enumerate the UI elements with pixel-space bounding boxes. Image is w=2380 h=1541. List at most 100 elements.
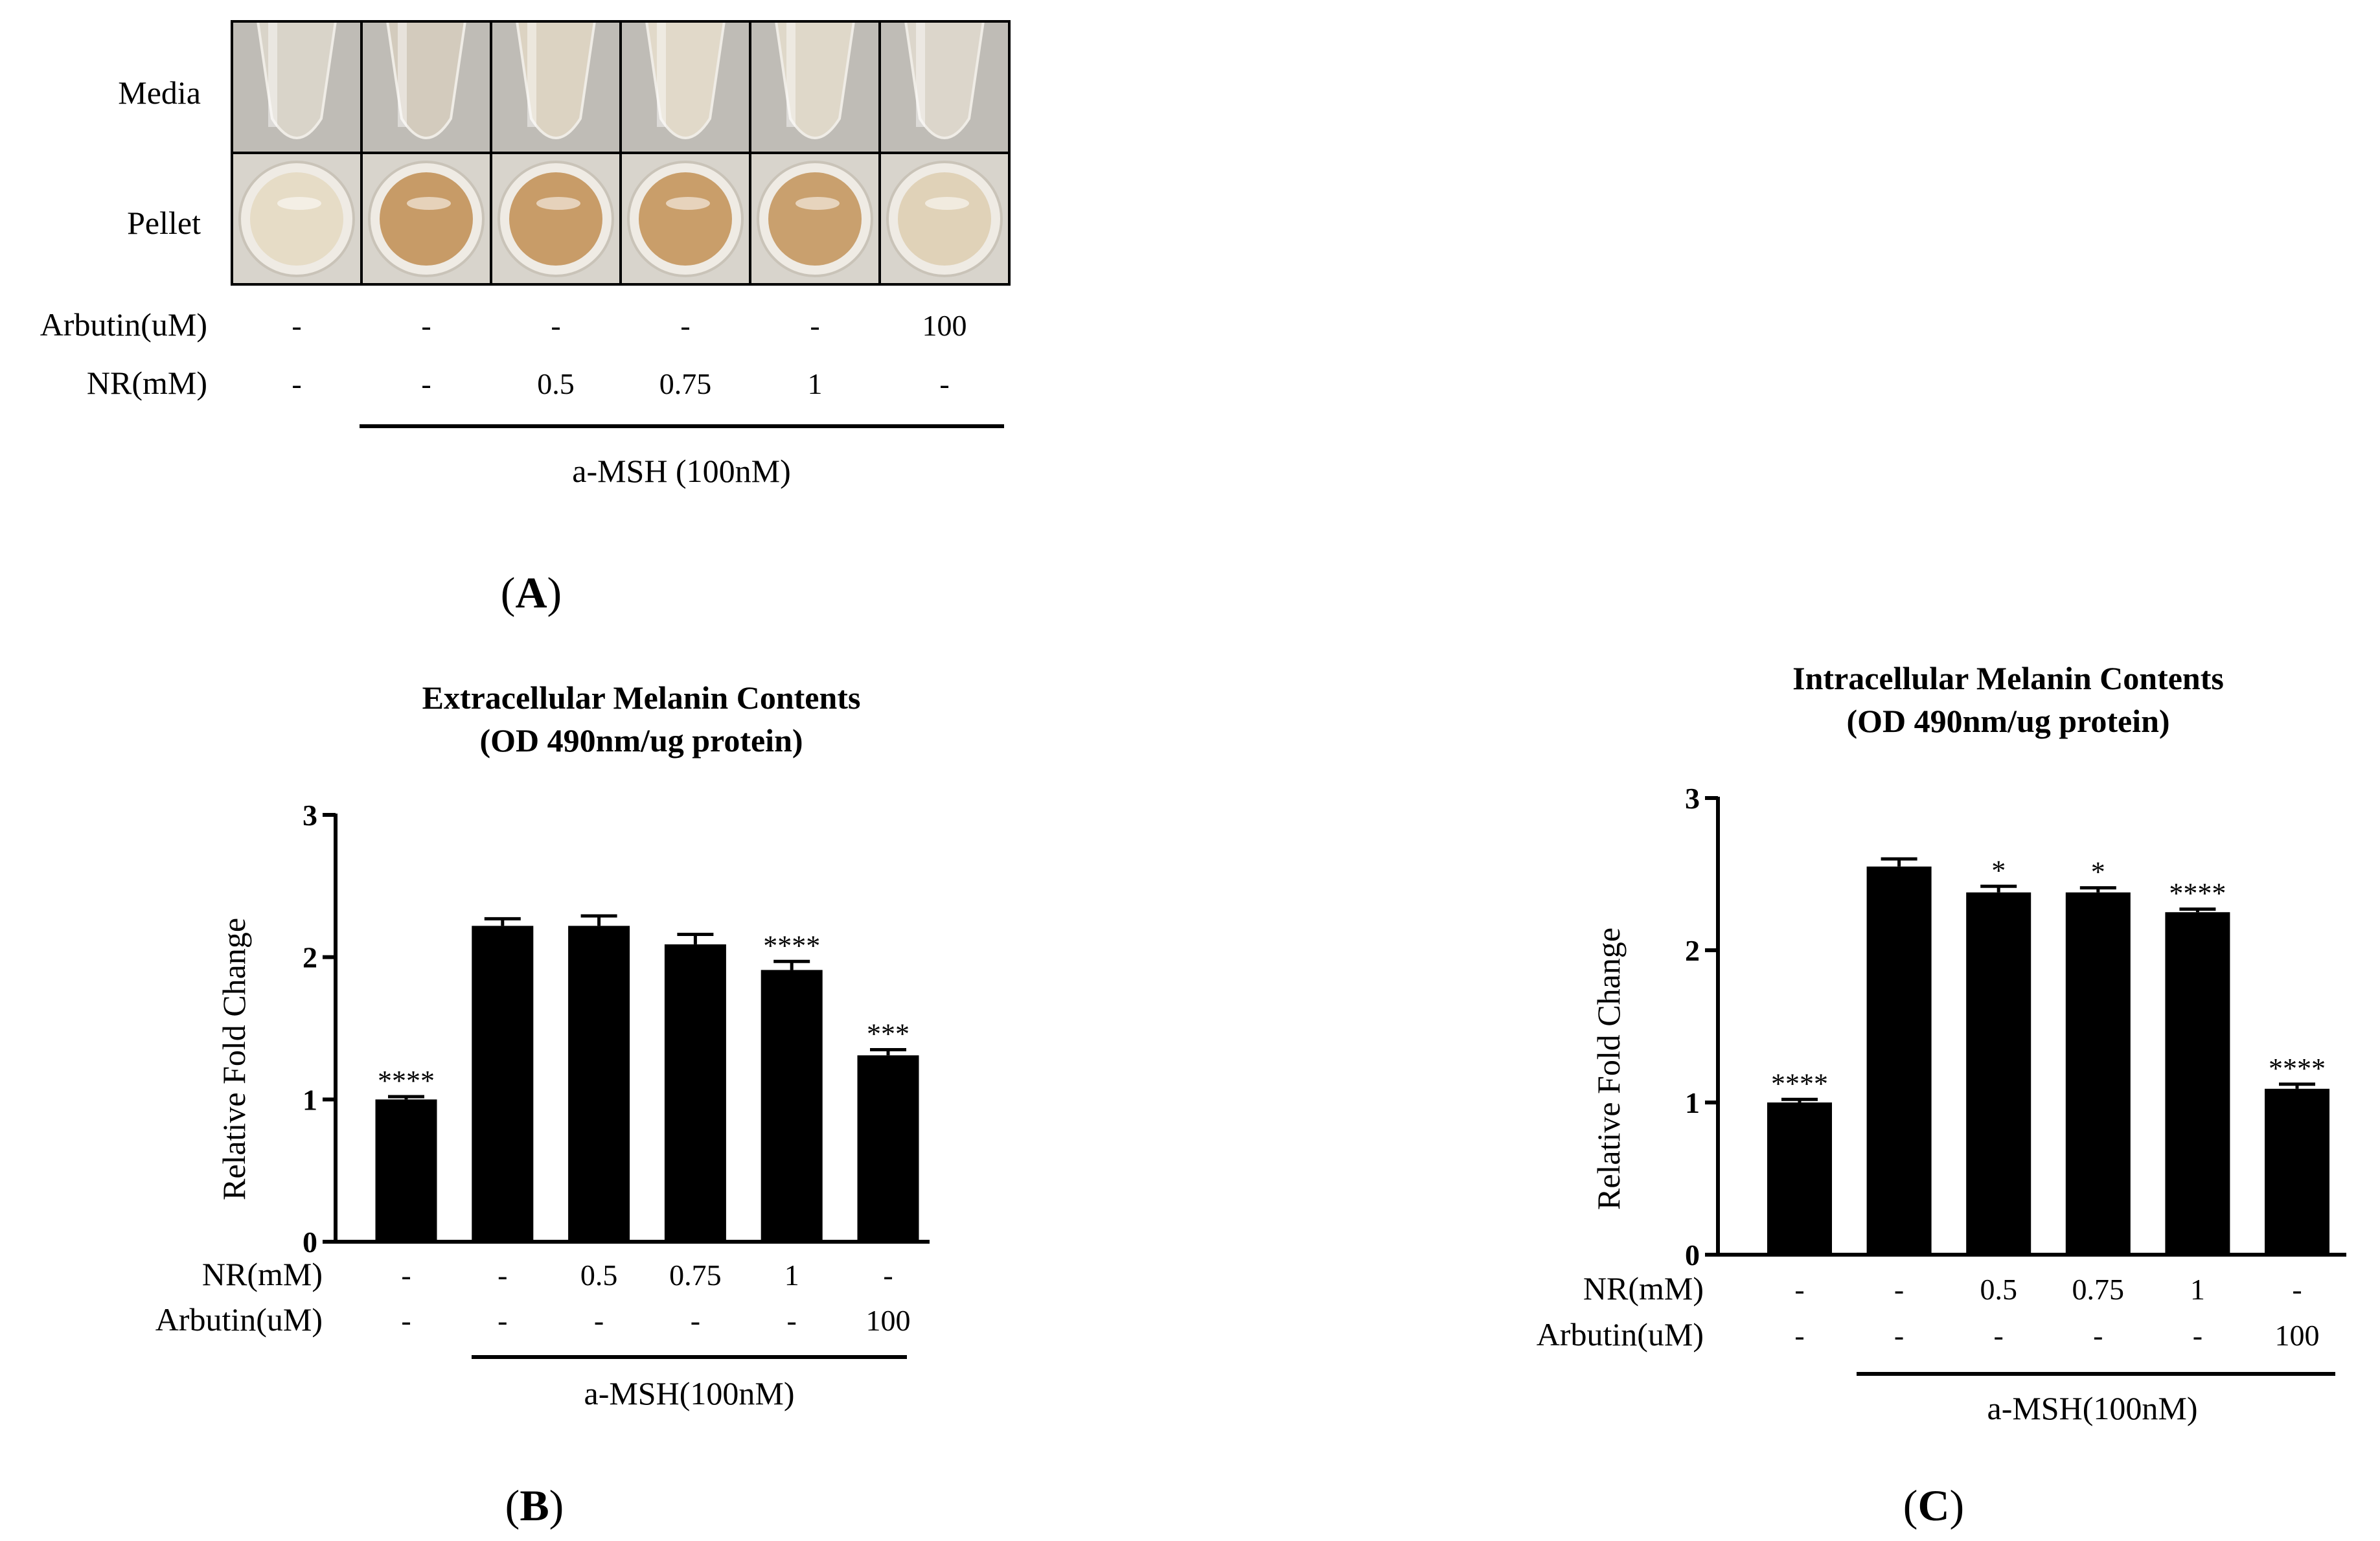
nr-value-4: 0.75 xyxy=(659,367,712,400)
chart-b-nr-value-4: 0.75 xyxy=(669,1259,722,1292)
chart-b-arbutin-value-5: - xyxy=(787,1304,797,1337)
pellet-well-2 xyxy=(361,153,491,284)
chart-c-bar-4 xyxy=(2065,892,2131,1255)
chart-b-arbutin-value-3: - xyxy=(594,1304,604,1337)
tube-photo-grid xyxy=(231,20,1011,286)
nr-value-5: 1 xyxy=(808,367,823,400)
pellet-well-1 xyxy=(232,153,361,284)
panel-a-caption: (A) xyxy=(501,568,562,617)
chart-b-significance-1: **** xyxy=(378,1065,435,1097)
chart-b-nr-label: NR(mM) xyxy=(202,1256,323,1292)
arbutin-value-1: - xyxy=(292,309,301,342)
chart-b-arbutin-value-4: - xyxy=(691,1304,700,1337)
chart-c-nr-label: NR(mM) xyxy=(1583,1270,1704,1307)
chart-b-bar-3 xyxy=(568,926,630,1242)
arbutin-value-3: - xyxy=(551,309,560,342)
chart-b-significance-6: *** xyxy=(867,1018,910,1049)
chart-c-condition-rows: - - - - 0.5 - 0.75 - 1 - - 100 xyxy=(1794,1273,2319,1352)
chart-c-significance-3: * xyxy=(1991,854,2006,886)
chart-b-arbutin-value-6: 100 xyxy=(866,1304,911,1337)
nr-value-2: - xyxy=(421,367,431,400)
chart-b-nr-value-1: - xyxy=(401,1259,411,1292)
chart-c-nr-value-6: - xyxy=(2292,1273,2302,1306)
nr-value-1: - xyxy=(292,367,301,400)
chart-b-subtitle: (OD 490nm/ug protein) xyxy=(479,722,803,759)
chart-b-arbutin-label: Arbutin(uM) xyxy=(155,1301,323,1338)
arbutin-value-5: - xyxy=(810,309,819,342)
chart-b-nr-value-2: - xyxy=(498,1259,507,1292)
panel-b-letter: B xyxy=(520,1481,549,1530)
media-tube-3 xyxy=(491,20,621,153)
chart-c-arbutin-value-2: - xyxy=(1894,1319,1904,1352)
chart-c-bar-5 xyxy=(2165,912,2230,1255)
chart-c-title: Intracellular Melanin Contents xyxy=(1792,660,2224,696)
media-tube-1 xyxy=(232,20,361,153)
chart-c-ylabel: Relative Fold Change xyxy=(1590,928,1627,1210)
chart-b-condition-rows: - - - - 0.5 - 0.75 - 1 - - 100 xyxy=(401,1259,910,1337)
panel-a-tube-photos: Media Pellet Arbutin(uM) NR(mM) - - - - - 0.5… xyxy=(40,20,1011,617)
media-tube-6 xyxy=(880,20,1009,153)
chart-b-bar-5 xyxy=(761,970,823,1242)
arbutin-value-6: 100 xyxy=(922,309,967,342)
arbutin-value-4: - xyxy=(680,309,690,342)
chart-c-arbutin-value-6: 100 xyxy=(2275,1319,2320,1352)
chart-c-significance-6: **** xyxy=(2269,1053,2326,1084)
tube-grid-lines xyxy=(231,20,1011,286)
chart-c-ytick-label-2: 2 xyxy=(1685,934,1700,967)
pellet-well-5 xyxy=(750,153,880,284)
chart-b-ylabel: Relative Fold Change xyxy=(216,918,252,1200)
row-label-pellet: Pellet xyxy=(127,205,201,241)
nr-row-label: NR(mM) xyxy=(87,365,207,401)
chart-c-arbutin-value-5: - xyxy=(2193,1319,2203,1352)
nr-value-6: - xyxy=(939,367,949,400)
chart-b-title: Extracellular Melanin Contents xyxy=(422,679,861,716)
media-tube-2 xyxy=(361,20,491,153)
chart-c-ytick-label-1: 1 xyxy=(1685,1086,1700,1119)
chart-b-ytick-label-1: 1 xyxy=(303,1083,317,1116)
chart-b-nr-value-3: 0.5 xyxy=(580,1259,618,1292)
chart-intracellular-melanin: Intracellular Melanin Contents (OD 490nm… xyxy=(1537,660,2346,1530)
panel-c-caption: (C) xyxy=(1903,1481,1964,1530)
chart-c-significance-5: **** xyxy=(2169,878,2226,909)
arbutin-value-2: - xyxy=(421,309,431,342)
media-tube-5 xyxy=(750,20,880,153)
panel-a-letter: A xyxy=(515,568,547,617)
arbutin-row-label: Arbutin(uM) xyxy=(40,306,207,343)
chart-c-arbutin-value-1: - xyxy=(1794,1319,1804,1352)
chart-b-ytick-label-0: 0 xyxy=(303,1226,317,1259)
chart-c-nr-value-3: 0.5 xyxy=(1980,1273,2017,1306)
panel-c-letter: C xyxy=(1917,1481,1949,1530)
chart-b-bar-4 xyxy=(664,944,726,1242)
pellet-well-4 xyxy=(621,153,750,284)
panel-a-condition-rows: - - - - - 0.5 - 0.75 - 1 100 - xyxy=(292,309,967,400)
chart-c-bar-1 xyxy=(1767,1102,1832,1255)
chart-b-arbutin-value-1: - xyxy=(401,1304,411,1337)
chart-b-amsh-label: a-MSH(100nM) xyxy=(584,1375,795,1411)
chart-b-nr-value-6: - xyxy=(883,1259,893,1292)
chart-c-bar-3 xyxy=(1966,892,2031,1255)
panel-a-amsh-label: a-MSH (100nM) xyxy=(572,453,790,489)
panel-b-caption: (B) xyxy=(505,1481,564,1530)
pellet-well-3 xyxy=(491,153,621,284)
chart-b-bar-6 xyxy=(857,1055,919,1242)
nr-value-3: 0.5 xyxy=(537,367,575,400)
pellet-well-6 xyxy=(880,153,1009,284)
chart-b-arbutin-value-2: - xyxy=(498,1304,507,1337)
chart-c-arbutin-value-4: - xyxy=(2093,1319,2103,1352)
chart-b-bar-1 xyxy=(375,1099,437,1242)
chart-c-nr-value-4: 0.75 xyxy=(2072,1273,2125,1306)
row-label-media: Media xyxy=(118,74,201,111)
media-tube-4 xyxy=(621,20,750,153)
chart-c-significance-4: * xyxy=(2091,856,2105,888)
chart-c-bar-6 xyxy=(2265,1088,2329,1255)
chart-c-arbutin-label: Arbutin(uM) xyxy=(1537,1316,1704,1353)
chart-c-nr-value-1: - xyxy=(1794,1273,1804,1306)
chart-c-nr-value-5: 1 xyxy=(2190,1273,2205,1306)
chart-c-significance-1: **** xyxy=(1771,1067,1828,1099)
chart-b-bar-2 xyxy=(472,926,534,1242)
chart-c-arbutin-value-3: - xyxy=(1994,1319,2004,1352)
chart-c-subtitle: (OD 490nm/ug protein) xyxy=(1846,703,2169,739)
chart-c-ytick-label-0: 0 xyxy=(1685,1239,1700,1272)
